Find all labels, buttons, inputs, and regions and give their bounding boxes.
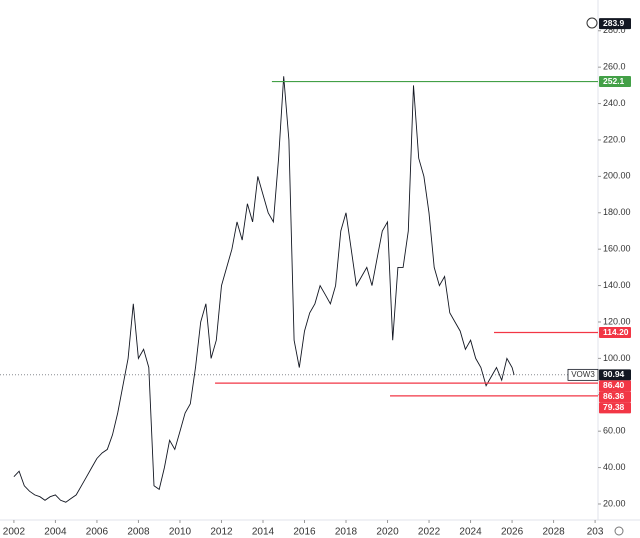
price-label: 252.1 xyxy=(603,76,625,86)
x-tick-label: 2018 xyxy=(335,527,358,538)
settings-button[interactable] xyxy=(614,526,624,536)
price-label-bg xyxy=(599,369,631,381)
x-tick-label: 2016 xyxy=(293,527,316,538)
price-label: 283.9 xyxy=(603,18,625,28)
price-label-bg xyxy=(599,76,631,88)
x-tick-label: 2024 xyxy=(459,527,482,538)
x-tick-label: 2026 xyxy=(501,527,524,538)
x-tick-label: 2002 xyxy=(3,527,26,538)
y-tick-label: 160.00 xyxy=(603,244,631,254)
price-label: 90.94 xyxy=(603,369,625,379)
x-tick-label: 2010 xyxy=(169,527,192,538)
x-tick-label: 2012 xyxy=(210,527,233,538)
y-tick-label: 60.00 xyxy=(603,426,626,436)
price-label: 79.38 xyxy=(603,402,625,412)
x-tick-label: 2008 xyxy=(127,527,150,538)
y-tick-label: 240.0 xyxy=(603,98,626,108)
price-label-bg xyxy=(599,327,631,339)
x-tick-label: 2020 xyxy=(376,527,399,538)
price-label-bg xyxy=(599,380,631,392)
symbol-tag-text: VOW3 xyxy=(571,370,595,379)
y-tick-label: 120.00 xyxy=(603,316,631,326)
y-tick-label: 260.0 xyxy=(603,62,626,72)
y-tick-label: 200.00 xyxy=(603,171,631,181)
x-tick-label: 203 xyxy=(587,527,604,538)
y-tick-label: 140.00 xyxy=(603,280,631,290)
symbol-tag xyxy=(567,368,599,381)
x-tick-label: 2006 xyxy=(86,527,109,538)
price-label: 114.20 xyxy=(603,327,629,337)
y-tick-label: 20.00 xyxy=(603,498,626,508)
price-label-bg xyxy=(599,402,631,414)
y-tick-label: 180.00 xyxy=(603,207,631,217)
y-tick-label: 280.0 xyxy=(603,25,626,35)
price-label-bg xyxy=(599,18,631,30)
price-label: 86.40 xyxy=(603,380,625,390)
add-button[interactable] xyxy=(586,17,598,29)
y-tick-label: 40.00 xyxy=(603,462,626,472)
x-tick-label: 2022 xyxy=(418,527,441,538)
price-label: 86.36 xyxy=(603,391,625,401)
price-line xyxy=(13,76,515,503)
x-tick-label: 2004 xyxy=(44,527,67,538)
x-tick-label: 2014 xyxy=(252,527,275,538)
y-tick-label: 220.0 xyxy=(603,134,626,144)
y-tick-label: 100.00 xyxy=(603,353,631,363)
x-tick-label: 2028 xyxy=(542,527,565,538)
price-label-bg xyxy=(599,391,631,403)
